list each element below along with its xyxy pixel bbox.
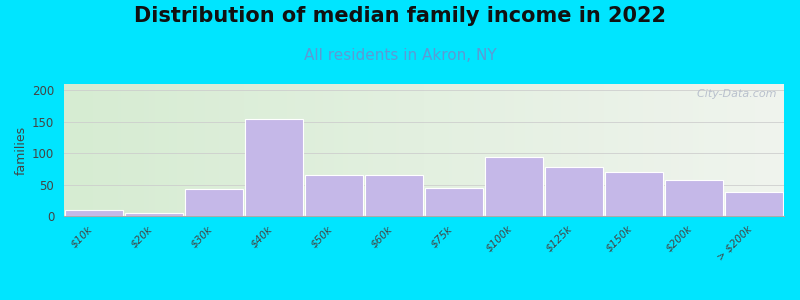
- Bar: [425, 188, 483, 216]
- Bar: [185, 189, 243, 216]
- Y-axis label: families: families: [15, 125, 28, 175]
- Text: All residents in Akron, NY: All residents in Akron, NY: [304, 48, 496, 63]
- Bar: [545, 167, 603, 216]
- Bar: [65, 210, 123, 216]
- Bar: [125, 213, 183, 216]
- Bar: [665, 180, 723, 216]
- Bar: [485, 157, 543, 216]
- Text: Distribution of median family income in 2022: Distribution of median family income in …: [134, 6, 666, 26]
- Bar: [365, 175, 423, 216]
- Bar: [305, 175, 363, 216]
- Bar: [725, 192, 783, 216]
- Bar: [605, 172, 663, 216]
- Bar: [245, 118, 303, 216]
- Text: City-Data.com: City-Data.com: [690, 89, 777, 99]
